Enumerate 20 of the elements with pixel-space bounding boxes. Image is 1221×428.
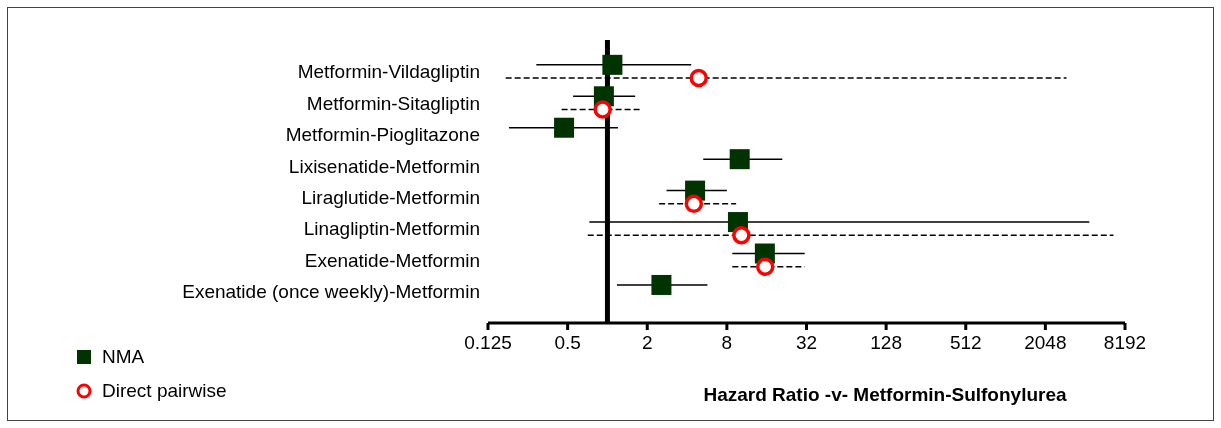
x-tick-label: 32: [795, 332, 818, 354]
y-tick-label: Metformin-Vildagliptin: [297, 61, 480, 83]
x-tick-label: 2: [641, 332, 653, 354]
y-tick-label: Exenatide-Metformin: [304, 249, 480, 271]
x-tick-label: 0.5: [554, 332, 581, 354]
y-tick-label: Metformin-Pioglitazone: [285, 124, 480, 146]
x-tick-label: 8: [721, 332, 733, 354]
y-tick-label: Lixisenatide-Metformin: [288, 155, 480, 177]
y-tick-label: Linagliptin-Metformin: [303, 218, 480, 240]
x-tick-label: 2048: [1024, 332, 1067, 354]
y-tick-label: Liraglutide-Metformin: [301, 186, 480, 208]
x-axis-title: Hazard Ratio -v- Metformin-Sulfonylurea: [702, 384, 1068, 406]
y-tick-label: Exenatide (once weekly)-Metformin: [182, 281, 480, 303]
x-tick-label: 512: [949, 332, 982, 354]
x-tick-label: 128: [870, 332, 902, 354]
x-tick-label: 0.125: [464, 332, 512, 354]
legend-label: NMA: [102, 346, 145, 368]
x-tick-label: 8192: [1103, 332, 1147, 354]
y-tick-label: Metformin-Sitagliptin: [306, 92, 480, 114]
legend-label: Direct pairwise: [102, 380, 227, 402]
